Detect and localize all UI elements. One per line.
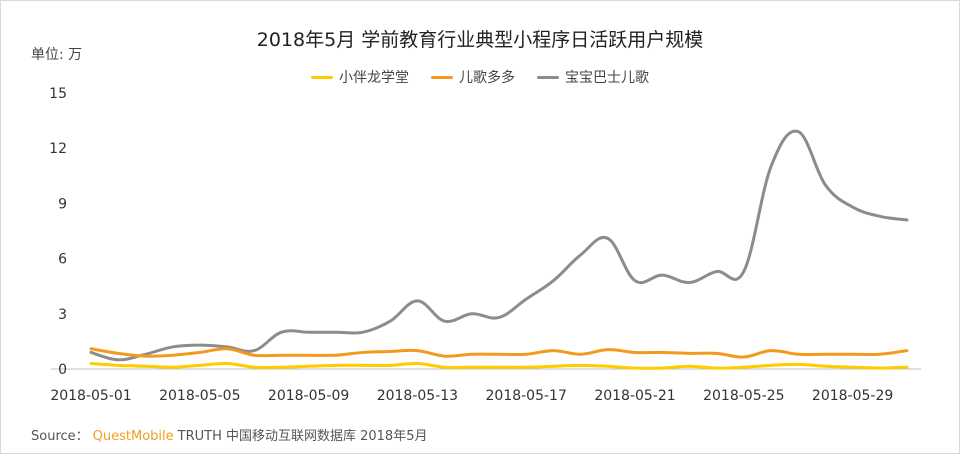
- x-tick-label: 2018-05-17: [486, 388, 567, 404]
- y-tick-label: 3: [58, 307, 67, 323]
- unit-label: 单位: 万: [31, 47, 83, 63]
- x-tick-label: 2018-05-13: [377, 388, 458, 404]
- y-tick-label: 9: [58, 196, 67, 212]
- legend-label: 儿歌多多: [459, 70, 515, 86]
- x-tick-label: 2018-05-29: [812, 388, 893, 404]
- x-tick-label: 2018-05-09: [268, 388, 349, 404]
- series-line: [89, 129, 909, 362]
- chart-title: 2018年5月 学前教育行业典型小程序日活跃用户规模: [256, 29, 704, 51]
- legend-swatch: [431, 75, 453, 79]
- source-prefix: Source：: [31, 429, 89, 444]
- brand-name: QuestMobile: [92, 429, 174, 444]
- x-tick-label: 2018-05-25: [703, 388, 784, 404]
- source-suffix: TRUTH 中国移动互联网数据库 2018年5月: [177, 429, 428, 444]
- source-note: Source： QuestMobile TRUTH 中国移动互联网数据库 2018年…: [31, 425, 427, 444]
- legend-item: 宝宝巴士儿歌: [537, 67, 649, 87]
- series-line: [89, 361, 909, 370]
- legend-label: 宝宝巴士儿歌: [565, 70, 649, 86]
- series-line: [89, 347, 909, 359]
- y-tick-label: 6: [58, 252, 67, 268]
- y-tick-label: 12: [49, 141, 67, 157]
- y-tick-label: 0: [58, 362, 67, 378]
- line-chart: 0 3 6 9 12 15 2018-05-01 2018-05-05 2018-05-09 20…: [49, 86, 921, 404]
- legend-swatch: [537, 75, 559, 79]
- legend-swatch: [311, 75, 333, 79]
- legend-item: 儿歌多多: [431, 67, 515, 87]
- legend: 小伴龙学堂 儿歌多多 宝宝巴士儿歌: [1, 67, 959, 87]
- x-tick-label: 2018-05-21: [594, 388, 675, 404]
- legend-item: 小伴龙学堂: [311, 67, 409, 87]
- x-tick-label: 2018-05-05: [159, 388, 240, 404]
- y-tick-label: 15: [49, 86, 67, 102]
- x-tick-label: 2018-05-01: [50, 388, 131, 404]
- legend-label: 小伴龙学堂: [339, 70, 409, 86]
